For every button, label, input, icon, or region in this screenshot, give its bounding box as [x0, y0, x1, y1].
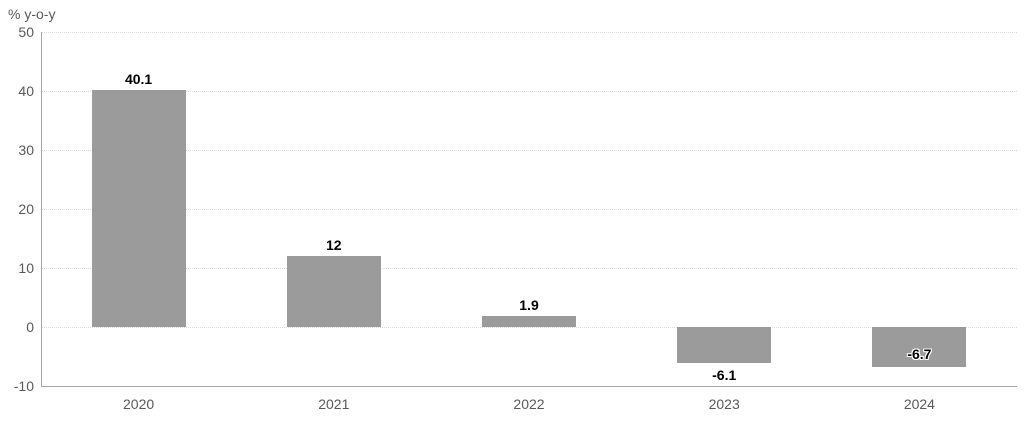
gridline-y-30 [41, 150, 1017, 151]
gridline-y-10 [41, 268, 1017, 269]
x-tick-label-2022: 2022 [513, 396, 545, 412]
x-axis-line [41, 386, 1017, 387]
bar-2023 [677, 327, 772, 363]
gridline-y-50 [41, 32, 1017, 33]
y-tick-label--10: -10 [13, 378, 34, 394]
gridline-y-0 [41, 327, 1017, 328]
plot-area: 40.1 12 1.9 -6.1 -6.7 [41, 32, 1017, 387]
gridline-y-40 [41, 91, 1017, 92]
bar-2024 [872, 327, 967, 367]
bar-value-label-2020: 40.1 [124, 71, 153, 88]
y-tick-label-0: 0 [26, 319, 34, 335]
bar-2021 [286, 256, 381, 327]
bar-2022 [482, 315, 576, 327]
bar-2020 [91, 90, 186, 327]
x-tick-label-2021: 2021 [318, 396, 350, 412]
y-tick-label-40: 40 [18, 83, 34, 99]
y-tick-label-50: 50 [18, 24, 34, 40]
y-axis-line [41, 32, 42, 386]
y-tick-label-20: 20 [18, 201, 34, 217]
bar-value-label-2021: 12 [326, 237, 342, 254]
bar-value-label-2022: 1.9 [519, 296, 539, 313]
y-tick-label-10: 10 [18, 260, 34, 276]
y-tick-label-30: 30 [18, 142, 34, 158]
bar-value-label-2024: -6.7 [907, 345, 932, 362]
bar-value-label-2023: -6.1 [712, 366, 737, 383]
x-tick-label-2024: 2024 [903, 396, 935, 412]
x-tick-label-2020: 2020 [123, 396, 155, 412]
y-axis-title: % y-o-y [8, 6, 56, 22]
gridline-y-20 [41, 209, 1017, 210]
x-tick-label-2023: 2023 [708, 396, 740, 412]
